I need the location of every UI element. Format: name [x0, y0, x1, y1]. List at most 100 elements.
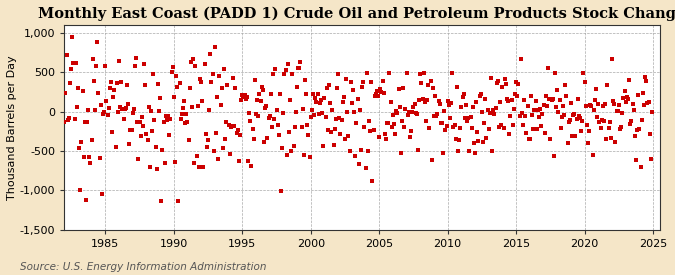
Point [389, 122, 400, 126]
Point [140, 83, 151, 87]
Point [146, 129, 157, 133]
Point [512, 94, 522, 98]
Point [98, 112, 109, 116]
Point [398, 86, 408, 90]
Point [138, 124, 148, 128]
Point [254, 92, 265, 96]
Point [124, 142, 135, 147]
Point [207, 72, 218, 76]
Point [397, 119, 408, 123]
Point [567, 134, 578, 138]
Point [130, 64, 140, 68]
Point [72, 105, 82, 110]
Point [260, 106, 271, 110]
Point [329, 127, 340, 131]
Point [62, 117, 73, 122]
Point [421, 119, 431, 123]
Point [178, 106, 188, 110]
Point [593, 102, 603, 106]
Point [97, 192, 107, 197]
Point [495, 100, 506, 104]
Point [502, 97, 512, 101]
Point [238, 95, 249, 99]
Point [150, 145, 161, 149]
Point [628, 108, 639, 112]
Point [547, 97, 558, 101]
Point [328, 143, 339, 147]
Point [439, 108, 450, 113]
Point [449, 123, 460, 128]
Point [84, 155, 95, 160]
Point [199, 62, 210, 66]
Point [564, 117, 575, 122]
Point [163, 114, 173, 118]
Point [427, 158, 437, 162]
Point [113, 110, 124, 115]
Point [400, 106, 411, 111]
Point [528, 127, 539, 131]
Point [125, 128, 136, 133]
Point [204, 108, 215, 112]
Point [262, 135, 273, 140]
Point [488, 108, 499, 112]
Point [392, 111, 403, 116]
Point [597, 104, 608, 109]
Point [102, 113, 113, 117]
Point [92, 39, 103, 44]
Point [369, 94, 380, 98]
Point [342, 109, 352, 114]
Point [338, 100, 348, 104]
Point [301, 92, 312, 97]
Point [292, 85, 302, 89]
Point [491, 81, 502, 85]
Point [433, 99, 444, 103]
Point [619, 89, 630, 93]
Point [90, 108, 101, 112]
Point [166, 70, 177, 75]
Point [222, 82, 233, 87]
Point [255, 99, 266, 103]
Point [196, 79, 207, 84]
Point [298, 153, 309, 157]
Point [364, 119, 375, 123]
Point [164, 133, 175, 137]
Point [331, 86, 342, 90]
Point [188, 57, 198, 62]
Point [647, 110, 657, 114]
Point [232, 128, 243, 133]
Point [622, 97, 633, 102]
Point [490, 105, 501, 110]
Point [69, 117, 80, 121]
Point [360, 166, 371, 170]
Point [144, 165, 155, 169]
Point [531, 127, 542, 131]
Point [614, 103, 624, 108]
Point [183, 138, 194, 142]
Point [202, 138, 213, 142]
Point [592, 114, 603, 119]
Point [340, 137, 350, 141]
Point [272, 123, 283, 127]
Point [313, 92, 323, 96]
Point [115, 105, 126, 109]
Point [432, 111, 443, 116]
Point [242, 94, 252, 99]
Point [450, 137, 461, 142]
Point [105, 86, 115, 90]
Point [609, 102, 620, 106]
Point [110, 145, 121, 149]
Point [470, 151, 481, 156]
Point [304, 155, 315, 160]
Point [142, 138, 153, 142]
Point [268, 72, 279, 77]
Point [443, 103, 454, 107]
Point [308, 113, 319, 117]
Point [493, 79, 504, 83]
Point [215, 103, 226, 108]
Point [506, 98, 517, 102]
Point [406, 129, 416, 133]
Point [186, 60, 196, 65]
Point [122, 83, 132, 87]
Point [331, 116, 342, 121]
Point [310, 95, 321, 100]
